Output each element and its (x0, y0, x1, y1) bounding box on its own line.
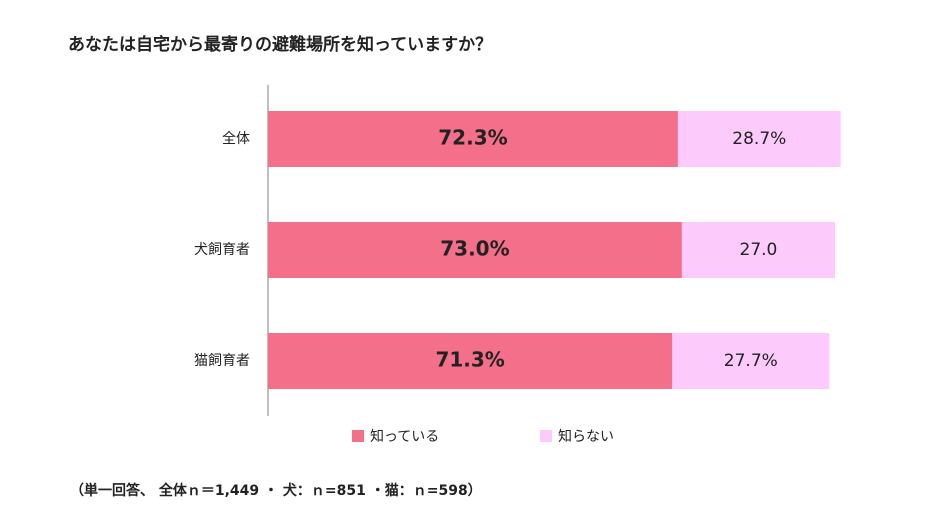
footnote: （単一回答、 全体ｎ＝1,449 ・ 犬：ｎ=851 ・猫：ｎ=598） (70, 482, 482, 499)
bar-segment (268, 222, 682, 278)
value-label: 27.7% (724, 351, 778, 371)
legend-label: 知っている (370, 428, 439, 445)
bar-segment (268, 111, 678, 167)
legend-swatch (352, 430, 364, 442)
value-label: 71.3% (435, 348, 504, 372)
chart-title: あなたは自宅から最寄りの避難場所を知っていますか？ (68, 34, 492, 55)
y-tick-label: 猫飼育者 (194, 353, 250, 369)
y-tick-label: 全体 (222, 130, 250, 147)
bar-segment (677, 111, 841, 167)
value-label: 27.0 (740, 240, 778, 260)
legend-label: 知らない (558, 428, 614, 445)
legend-swatch (540, 430, 552, 442)
bar-segment (681, 222, 835, 278)
bar-segment (672, 333, 830, 389)
value-label: 73.0% (440, 237, 509, 261)
y-tick-label: 犬飼育者 (194, 242, 250, 258)
value-label: 28.7% (732, 129, 786, 149)
bar-segment (268, 333, 673, 389)
value-label: 72.3% (438, 126, 507, 150)
